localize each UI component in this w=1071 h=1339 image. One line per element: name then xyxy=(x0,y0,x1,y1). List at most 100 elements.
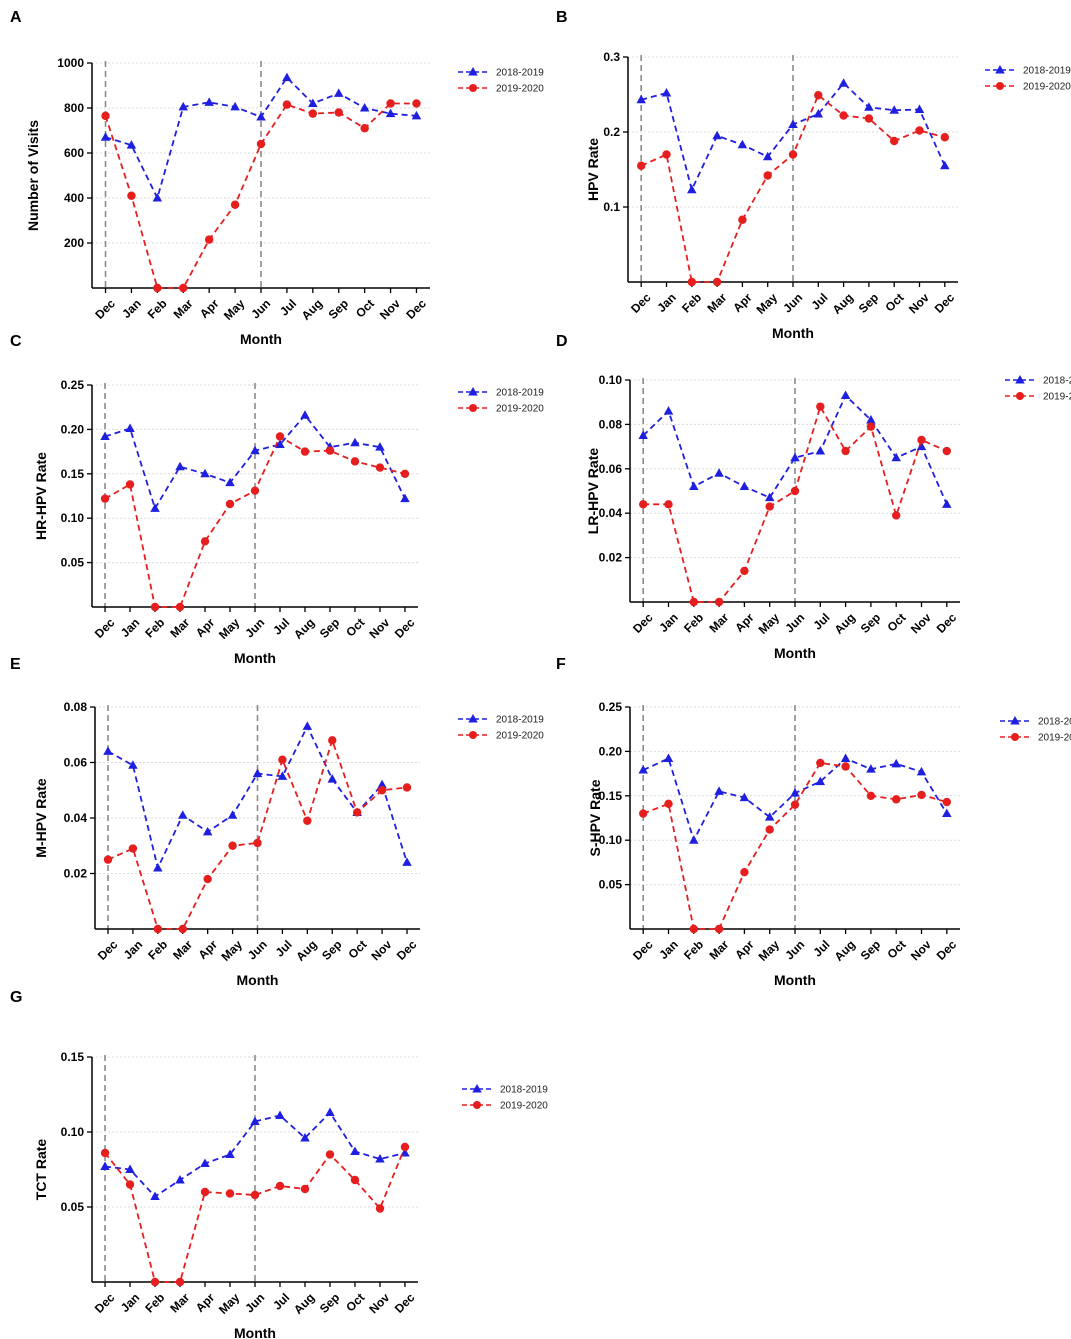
data-point xyxy=(917,790,926,800)
data-point xyxy=(128,760,138,769)
data-point xyxy=(838,78,849,87)
data-point xyxy=(175,461,185,471)
y-tick-label: 0.06 xyxy=(599,462,623,476)
data-point xyxy=(788,150,798,159)
x-tick-label: May xyxy=(216,1290,243,1317)
data-point xyxy=(302,721,313,730)
x-axis-title: Month xyxy=(774,645,816,661)
data-point xyxy=(689,835,699,844)
x-tick-label: Jan xyxy=(654,290,679,315)
legend-marker xyxy=(472,1084,482,1093)
data-point xyxy=(412,99,421,108)
data-point xyxy=(813,109,824,118)
data-point xyxy=(866,422,876,431)
data-point xyxy=(333,88,344,97)
x-tick-label: Sep xyxy=(858,937,883,962)
data-point xyxy=(153,924,163,934)
x-tick-label: Mar xyxy=(167,1290,192,1315)
data-point xyxy=(327,774,337,783)
x-tick-label: Oct xyxy=(353,296,377,320)
y-tick-label: 400 xyxy=(64,191,84,205)
x-tick-label: Dec xyxy=(630,937,656,963)
x-tick-label: Feb xyxy=(145,296,170,321)
y-tick-label: 0.06 xyxy=(64,756,88,770)
x-tick-label: Jul xyxy=(273,937,295,959)
data-point xyxy=(892,511,901,520)
x-tick-label: Dec xyxy=(934,937,960,963)
y-tick-label: 0.1 xyxy=(603,200,620,214)
data-point xyxy=(841,446,850,456)
data-point xyxy=(250,1116,260,1125)
data-point xyxy=(841,762,850,771)
data-point xyxy=(740,566,749,576)
data-point xyxy=(128,844,138,853)
y-tick-label: 0.25 xyxy=(61,378,85,392)
data-point xyxy=(202,826,213,836)
data-point xyxy=(764,812,775,821)
data-point xyxy=(714,786,724,795)
data-point xyxy=(639,809,648,818)
x-tick-label: Jun xyxy=(245,937,270,962)
x-tick-label: Mar xyxy=(171,296,196,321)
data-point xyxy=(325,446,335,455)
data-point xyxy=(328,736,337,745)
legend-label: 2018-2019 xyxy=(496,68,544,79)
data-point xyxy=(275,1110,285,1119)
x-axis-title: Month xyxy=(240,331,282,347)
x-tick-label: Dec xyxy=(628,290,654,316)
panel-letter: D xyxy=(556,333,568,350)
y-tick-label: 0.10 xyxy=(61,511,85,525)
data-point xyxy=(256,139,266,149)
data-point xyxy=(200,537,210,546)
legend-marker xyxy=(1011,733,1019,741)
y-tick-label: 0.04 xyxy=(599,506,623,520)
x-axis-title: Month xyxy=(234,650,276,666)
y-tick-label: 0.15 xyxy=(61,1050,85,1064)
data-point xyxy=(892,795,901,804)
data-point xyxy=(790,452,800,462)
data-point xyxy=(790,486,800,496)
x-tick-label: Dec xyxy=(394,937,420,963)
data-point xyxy=(204,97,214,106)
y-axis-title: M-HPV Rate xyxy=(33,778,49,858)
x-tick-label: Mar xyxy=(706,610,731,635)
panel-letter: G xyxy=(10,989,22,1006)
data-point xyxy=(816,402,825,411)
data-point xyxy=(350,437,360,447)
data-point xyxy=(765,502,774,511)
data-point xyxy=(914,104,925,113)
x-tick-label: Apr xyxy=(730,290,755,315)
x-tick-label: Sep xyxy=(856,290,881,315)
data-point xyxy=(127,191,136,200)
legend-label: 2019-2020 xyxy=(1023,82,1071,93)
data-point xyxy=(152,193,163,202)
y-tick-label: 0.02 xyxy=(64,867,88,881)
legend-marker xyxy=(995,65,1005,74)
data-point xyxy=(250,1190,260,1200)
y-tick-label: 0.05 xyxy=(61,1200,85,1214)
data-point xyxy=(325,1107,335,1116)
legend-label: 2018-2019 xyxy=(1038,717,1071,728)
data-point xyxy=(916,766,927,776)
data-point xyxy=(942,499,952,508)
data-point xyxy=(402,857,412,866)
y-tick-label: 0.10 xyxy=(599,833,623,847)
y-tick-label: 0.15 xyxy=(599,789,623,803)
data-point xyxy=(100,1148,110,1158)
x-tick-label: Nov xyxy=(908,610,934,636)
data-point xyxy=(790,788,800,797)
x-tick-label: Jun xyxy=(248,296,273,321)
data-point xyxy=(300,1133,310,1142)
data-point xyxy=(815,776,826,786)
x-tick-label: Dec xyxy=(392,615,418,641)
data-point xyxy=(153,283,162,293)
data-point xyxy=(638,430,648,439)
legend-marker xyxy=(469,84,477,92)
data-point xyxy=(689,597,698,607)
x-tick-label: Jul xyxy=(808,290,830,312)
data-point xyxy=(689,481,699,491)
